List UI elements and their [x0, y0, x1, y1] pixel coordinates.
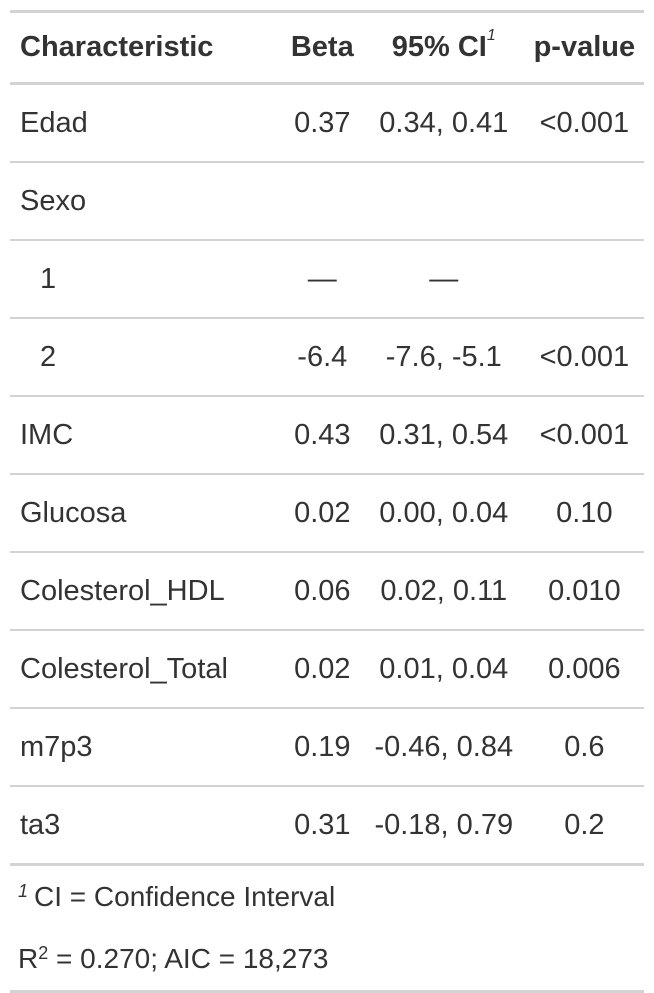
- table-row: 2 -6.4 -7.6, -5.1 <0.001: [10, 318, 644, 397]
- row-label: 1: [10, 240, 282, 319]
- header-beta: Beta: [281, 11, 363, 85]
- row-beta: 0.37: [281, 83, 363, 163]
- row-pvalue: 0.2: [524, 786, 644, 866]
- row-beta: 0.06: [281, 552, 363, 631]
- row-pvalue: 0.006: [524, 630, 644, 709]
- header-characteristic-label: Characteristic: [20, 31, 214, 63]
- header-ci-label: 95% CI: [391, 31, 487, 63]
- table-row: Colesterol_Total 0.02 0.01, 0.04 0.006: [10, 630, 644, 709]
- row-ci: [362, 162, 525, 241]
- row-ci: 0.31, 0.54: [362, 396, 525, 475]
- stats-r-label: R: [18, 943, 39, 974]
- row-beta: [281, 162, 363, 241]
- stats-text: = 0.270; AIC = 18,273: [48, 943, 329, 974]
- table-row: Edad 0.37 0.34, 0.41 <0.001: [10, 83, 644, 163]
- row-beta: 0.19: [281, 708, 363, 787]
- table-row: Sexo: [10, 162, 644, 241]
- row-beta: 0.02: [281, 474, 363, 553]
- row-beta: —: [281, 240, 363, 319]
- row-label: Edad: [10, 83, 282, 163]
- row-label: 2: [10, 318, 282, 397]
- stats-r-superscript: 2: [38, 942, 49, 963]
- row-ci: -0.46, 0.84: [362, 708, 525, 787]
- row-ci: 0.00, 0.04: [362, 474, 525, 553]
- row-pvalue: 0.010: [524, 552, 644, 631]
- row-ci: 0.02, 0.11: [362, 552, 525, 631]
- row-ci: 0.01, 0.04: [362, 630, 525, 709]
- row-pvalue: [524, 162, 644, 241]
- header-ci: 95% CI1: [362, 11, 525, 85]
- row-label: Sexo: [10, 162, 282, 241]
- row-pvalue: <0.001: [524, 318, 644, 397]
- header-characteristic: Characteristic: [10, 11, 282, 85]
- row-ci: -7.6, -5.1: [362, 318, 525, 397]
- row-label: ta3: [10, 786, 282, 866]
- header-beta-label: Beta: [290, 31, 354, 63]
- row-beta: -6.4: [281, 318, 363, 397]
- row-label: Colesterol_HDL: [10, 552, 282, 631]
- row-pvalue: 0.6: [524, 708, 644, 787]
- row-pvalue: <0.001: [524, 396, 644, 475]
- header-pvalue-label: p-value: [533, 31, 636, 63]
- regression-table: Characteristic Beta 95% CI1 p-value Edad…: [10, 10, 644, 866]
- table-row: Glucosa 0.02 0.00, 0.04 0.10: [10, 474, 644, 553]
- footnote: 1 CI = Confidence Interval: [10, 866, 644, 928]
- table-row: Colesterol_HDL 0.06 0.02, 0.11 0.010: [10, 552, 644, 631]
- header-pvalue: p-value: [524, 11, 644, 85]
- header-row: Characteristic Beta 95% CI1 p-value: [10, 11, 644, 85]
- row-pvalue: <0.001: [524, 83, 644, 163]
- row-ci: —: [362, 240, 525, 319]
- row-label: Glucosa: [10, 474, 282, 553]
- table-row: IMC 0.43 0.31, 0.54 <0.001: [10, 396, 644, 475]
- row-beta: 0.02: [281, 630, 363, 709]
- row-label: m7p3: [10, 708, 282, 787]
- row-ci: 0.34, 0.41: [362, 83, 525, 163]
- row-label: IMC: [10, 396, 282, 475]
- footnote-mark: 1: [18, 880, 29, 901]
- table-row: 1 — —: [10, 240, 644, 319]
- row-pvalue: [524, 240, 644, 319]
- regression-table-container: Characteristic Beta 95% CI1 p-value Edad…: [10, 10, 644, 993]
- row-ci: -0.18, 0.79: [362, 786, 525, 866]
- row-beta: 0.31: [281, 786, 363, 866]
- row-pvalue: 0.10: [524, 474, 644, 553]
- row-beta: 0.43: [281, 396, 363, 475]
- table-row: m7p3 0.19 -0.46, 0.84 0.6: [10, 708, 644, 787]
- ci-footnote-mark: 1: [486, 27, 496, 44]
- row-label: Colesterol_Total: [10, 630, 282, 709]
- table-row: ta3 0.31 -0.18, 0.79 0.2: [10, 786, 644, 866]
- footnote-text: CI = Confidence Interval: [34, 881, 336, 912]
